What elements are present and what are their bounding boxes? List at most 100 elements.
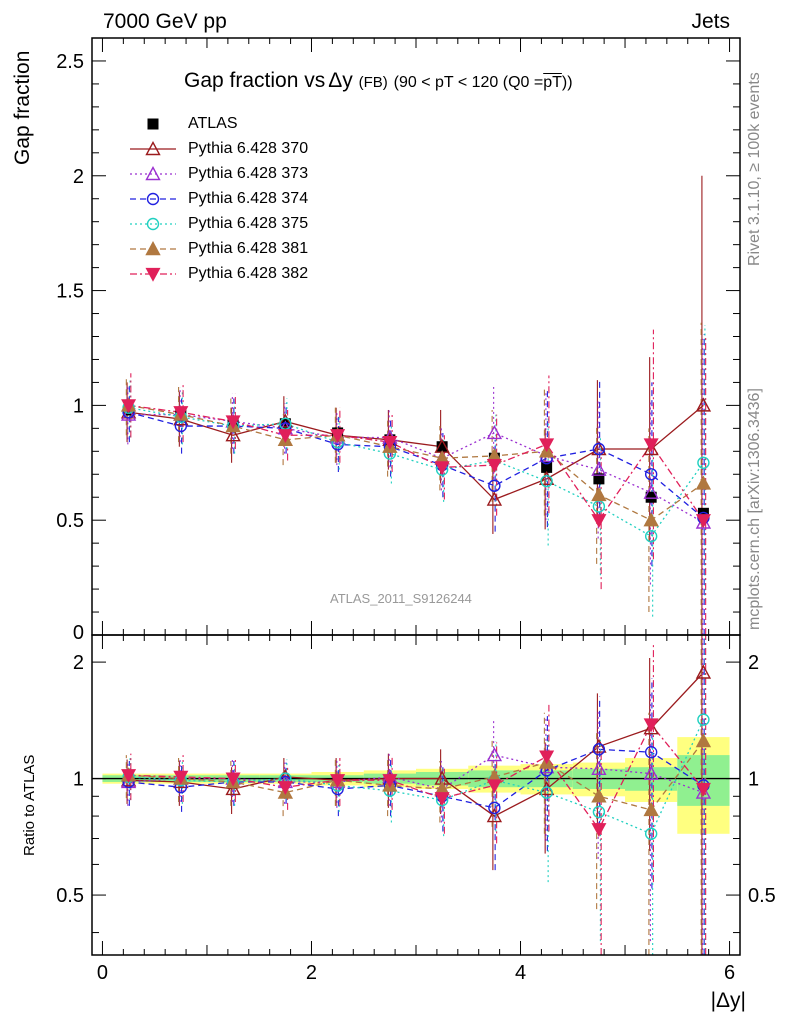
legend-swatch-p375 [130,217,176,231]
header-right: Jets [691,10,730,33]
legend-label-p381: Pythia 6.428 381 [188,240,309,257]
y-tick-label-top-zero: 0 [73,622,84,644]
ratio-point-p382 [121,769,137,784]
legend-swatch-p370 [130,141,176,156]
data-point-p382 [121,399,137,414]
data-point-p374 [592,442,606,456]
data-point-p370 [643,441,659,456]
data-point-p382 [643,438,659,453]
ratio-point-p382 [486,779,502,794]
y-tick-label-top: 2.5 [56,51,84,73]
data-point-p375 [697,456,710,469]
data-point-p374 [644,468,658,481]
data-point-p382 [225,415,241,430]
series-line-p382 [128,404,704,522]
series-line-p374 [128,411,704,519]
y-tick-label-bottom: 0.5 [56,885,84,907]
data-point-p382 [173,406,189,421]
x-tick-label: 2 [306,962,317,984]
x-axis-label: |Δy| [710,989,746,1012]
ratio-point-p373 [643,765,659,780]
legend-swatch-atlas [147,118,159,130]
legend-item-atlas: ATLAS [130,113,350,135]
data-point-p382 [539,438,555,453]
chart-title-tail: (90 < pT < 120 (Q0 = [393,74,544,91]
ratio-line-p375 [128,719,705,835]
data-point-p382 [330,429,346,443]
legend-label-p373: Pythia 6.428 373 [188,165,309,182]
watermark: ATLAS_2011_S9126244 [330,591,472,606]
y-tick-label-top: 2 [73,166,84,188]
legend-marker-p375 [146,217,160,231]
legend-swatch-p374 [130,192,176,206]
ratio-point-p373 [486,747,503,762]
y-tick-label-bottom-right: 2 [748,652,759,674]
data-point-p373 [120,406,137,421]
legend-swatch-p373 [130,166,176,181]
ratio-point-p381 [695,733,712,748]
ratio-point-p382 [173,770,189,785]
ratio-point-p382 [539,750,555,765]
series-line-p370 [128,404,704,501]
data-point-atlas [279,418,291,430]
legend-label-atlas: ATLAS [188,115,238,132]
legend-marker-p381 [145,241,161,256]
data-point-p375 [644,530,658,543]
legend-marker-atlas [147,118,159,130]
ratio-point-p374 [592,743,606,756]
data-point-p382 [277,429,293,443]
chart-title-pt: pT [543,74,562,91]
legend-swatch-p382 [130,267,176,282]
ratio-point-p370 [486,808,503,823]
data-point-p381 [695,475,712,490]
data-point-p373 [486,424,503,440]
data-point-p381 [591,486,607,502]
data-point-p370 [277,413,294,428]
y-tick-label-top: 0.5 [56,510,84,532]
y-axis-label-bottom: Ratio to ATLAS [21,754,38,856]
ratio-point-p370 [225,781,241,796]
data-point-p382 [486,458,502,473]
x-tick-label: 0 [97,962,108,984]
legend-item-p375: Pythia 6.428 375 [130,213,350,235]
ratio-line-p381 [128,740,704,811]
data-point-p370 [695,397,712,412]
ratio-point-p375 [644,827,658,840]
legend-item-p374: Pythia 6.428 374 [130,188,350,210]
ratio-line-p382 [128,723,704,831]
side-label-rivet: Rivet 3.1.10, ≥ 100k events [746,72,763,266]
ratio-point-p382 [382,774,398,789]
legend-swatch-p381 [130,241,176,256]
legend-marker-p370 [145,141,161,156]
y-tick-label-bottom-right: 1 [748,769,759,791]
chart-title-small: (FB) [358,74,388,91]
ratio-point-p382 [330,774,346,789]
data-point-p375 [592,500,606,513]
y-tick-label-bottom-right: 0.5 [748,885,776,907]
legend-item-p381: Pythia 6.428 381 [130,238,350,260]
data-point-atlas [697,507,709,519]
ratio-point-p381 [643,801,659,817]
ratio-point-p374 [644,745,658,759]
ratio-point-p382 [643,718,659,733]
header-left: 7000 GeV pp [103,10,227,33]
legend-label-p382: Pythia 6.428 382 [188,265,309,282]
y-tick-label-top: 1 [73,395,84,417]
ratio-point-p381 [591,788,607,803]
legend-item-p370: Pythia 6.428 370 [130,138,350,160]
ratio-point-p382 [434,792,450,806]
legend-label-p375: Pythia 6.428 375 [188,215,309,232]
ratio-point-p374 [488,801,501,815]
data-point-p373 [643,484,659,499]
series-line-p381 [128,404,704,521]
y-tick-label-bottom: 1 [73,769,84,791]
data-point-atlas [436,441,448,453]
data-point-atlas [541,461,553,473]
ratio-point-p370 [591,738,607,753]
ratio-point-p373 [591,760,607,775]
chart-title-close: )) [561,74,573,91]
y-tick-label-bottom: 2 [73,652,84,674]
ratio-point-p382 [591,823,607,837]
ratio-point-p382 [695,782,711,797]
data-point-p381 [643,512,659,527]
